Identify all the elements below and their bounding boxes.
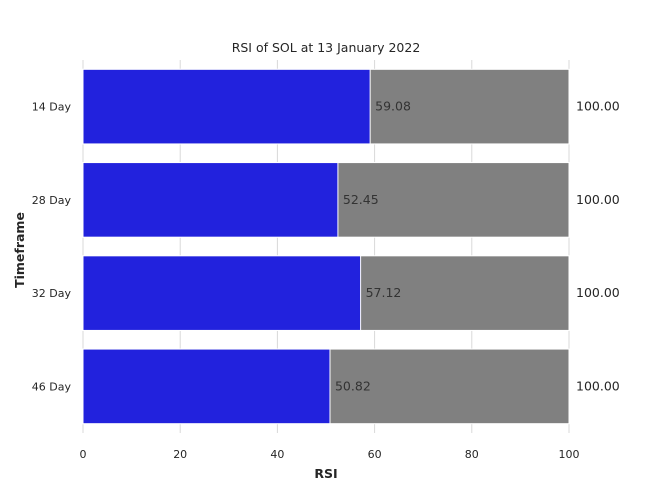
- y-tick-label: 32 Day: [32, 287, 72, 300]
- rsi-bar: [82, 68, 371, 145]
- y-tick-label: 14 Day: [32, 101, 72, 114]
- x-tick-label: 100: [559, 448, 580, 461]
- x-tick-label: 40: [270, 448, 284, 461]
- y-axis-ticks: 14 Day 28 Day 32 Day 46 Day: [32, 101, 72, 394]
- x-tick-label: 0: [80, 448, 87, 461]
- total-value-label: 100.00: [576, 285, 620, 300]
- total-value-label: 100.00: [576, 99, 620, 114]
- x-axis-label: RSI: [314, 466, 337, 481]
- rsi-value-label: 50.82: [335, 378, 371, 393]
- total-value-label: 100.00: [576, 192, 620, 207]
- rsi-value-label: 57.12: [366, 285, 402, 300]
- chart-title: RSI of SOL at 13 January 2022: [232, 40, 421, 55]
- y-tick-label: 46 Day: [32, 380, 72, 393]
- rsi-value-label: 52.45: [343, 192, 379, 207]
- bars: [82, 68, 570, 425]
- y-axis-label: Timeframe: [12, 212, 27, 288]
- rsi-bar: [82, 162, 339, 238]
- x-tick-label: 80: [465, 448, 479, 461]
- rsi-bar: [82, 348, 331, 425]
- x-tick-label: 60: [368, 448, 382, 461]
- rsi-value-label: 59.08: [375, 99, 411, 114]
- y-tick-label: 28 Day: [32, 194, 72, 207]
- x-tick-label: 20: [173, 448, 187, 461]
- x-axis-ticks: 0 20 40 60 80 100: [80, 448, 580, 461]
- rsi-bar: [82, 255, 362, 331]
- bar-labels: 59.08 100.00 52.45 100.00 57.12 100.00 50.82 10…: [335, 99, 620, 394]
- total-value-label: 100.00: [576, 378, 620, 393]
